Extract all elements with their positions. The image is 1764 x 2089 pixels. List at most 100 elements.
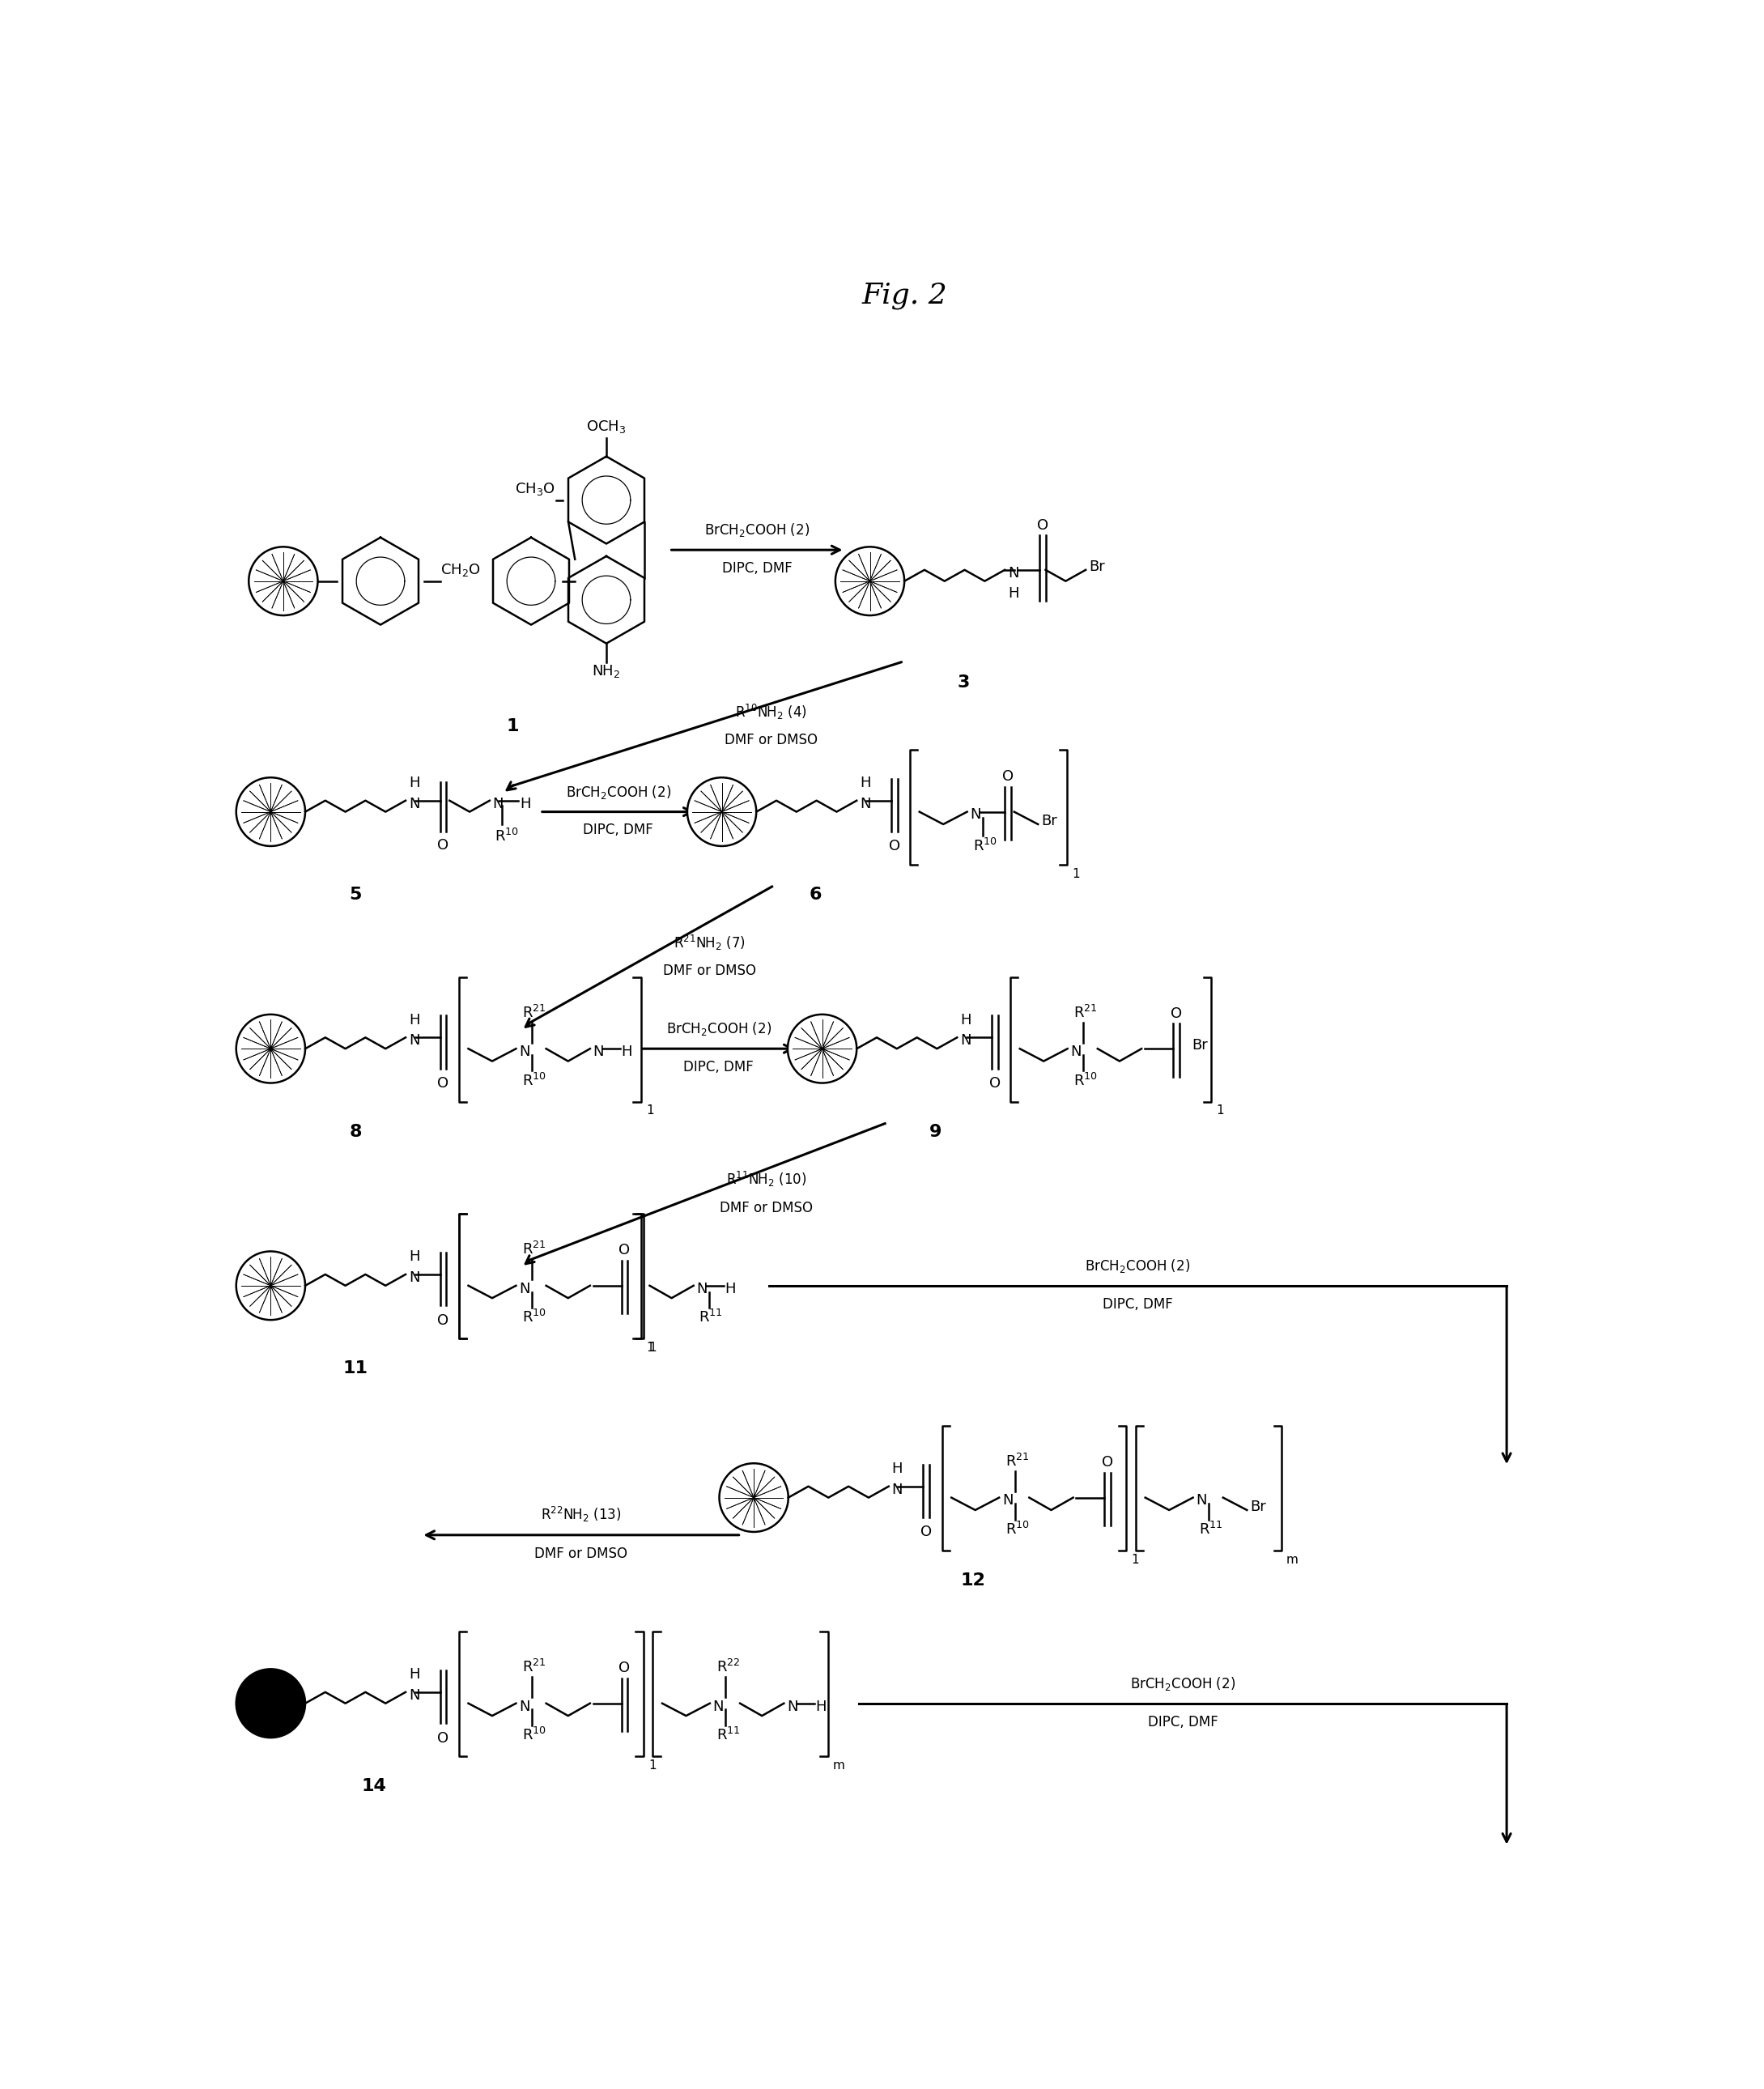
Text: Br: Br <box>1088 560 1104 574</box>
Text: O: O <box>437 1314 450 1329</box>
Text: R$^{11}$NH$_2$ (10): R$^{11}$NH$_2$ (10) <box>725 1170 806 1189</box>
Text: m: m <box>1286 1554 1298 1567</box>
Text: N: N <box>409 1034 420 1049</box>
Text: m: m <box>833 1759 845 1771</box>
Text: DIPC, DMF: DIPC, DMF <box>721 562 792 577</box>
Text: N: N <box>519 1281 529 1295</box>
Text: DIPC, DMF: DIPC, DMF <box>584 823 653 838</box>
Text: R$^{21}$: R$^{21}$ <box>1005 1454 1030 1469</box>
Text: BrCH$_2$COOH (2): BrCH$_2$COOH (2) <box>1085 1258 1191 1274</box>
Text: N: N <box>1071 1044 1081 1059</box>
Text: DMF or DMSO: DMF or DMSO <box>720 1201 813 1216</box>
Text: DIPC, DMF: DIPC, DMF <box>1148 1715 1219 1730</box>
Text: O: O <box>1002 769 1014 783</box>
Text: N: N <box>859 796 871 811</box>
Text: BrCH$_2$COOH (2): BrCH$_2$COOH (2) <box>704 522 810 539</box>
Text: 1: 1 <box>1073 867 1080 879</box>
Text: N: N <box>409 1688 420 1703</box>
Text: R$^{21}$: R$^{21}$ <box>522 1005 547 1022</box>
Text: R$^{21}$NH$_2$ (7): R$^{21}$NH$_2$ (7) <box>674 934 746 953</box>
Text: H: H <box>621 1044 632 1059</box>
Text: N: N <box>1002 1494 1013 1508</box>
Text: R$^{21}$: R$^{21}$ <box>522 1659 547 1675</box>
Text: N: N <box>519 1698 529 1713</box>
Text: 1: 1 <box>1131 1554 1140 1567</box>
Text: R$^{11}$: R$^{11}$ <box>699 1310 723 1327</box>
Text: O: O <box>1037 518 1048 533</box>
Text: 9: 9 <box>930 1124 942 1141</box>
Circle shape <box>236 1015 305 1082</box>
Text: N: N <box>1196 1494 1207 1508</box>
Text: O: O <box>990 1076 1000 1090</box>
Text: R$^{22}$: R$^{22}$ <box>716 1659 739 1675</box>
Text: CH$_3$O: CH$_3$O <box>515 480 556 497</box>
Text: N: N <box>713 1698 723 1713</box>
Text: N: N <box>787 1698 797 1713</box>
Text: O: O <box>1170 1007 1182 1022</box>
Text: H: H <box>725 1281 736 1295</box>
Text: H: H <box>520 796 531 811</box>
Text: H: H <box>960 1013 972 1028</box>
Text: Fig. 2: Fig. 2 <box>861 282 947 309</box>
Text: 1: 1 <box>649 1759 656 1771</box>
Text: R$^{10}$: R$^{10}$ <box>522 1728 547 1744</box>
Text: R$^{10}$: R$^{10}$ <box>494 829 519 844</box>
Text: H: H <box>409 775 420 790</box>
Text: N: N <box>697 1281 707 1295</box>
Text: BrCH$_2$COOH (2): BrCH$_2$COOH (2) <box>667 1022 771 1038</box>
Circle shape <box>249 547 318 616</box>
Text: 8: 8 <box>349 1124 362 1141</box>
Text: O: O <box>1102 1454 1113 1469</box>
Text: N: N <box>409 1270 420 1285</box>
Text: 14: 14 <box>362 1778 386 1794</box>
Circle shape <box>688 777 757 846</box>
Text: R$^{10}$: R$^{10}$ <box>522 1072 547 1088</box>
Text: Br: Br <box>1251 1500 1267 1515</box>
Text: N: N <box>409 796 420 811</box>
Text: NH$_2$: NH$_2$ <box>593 664 621 679</box>
Text: O: O <box>619 1243 630 1258</box>
Text: CH$_2$O: CH$_2$O <box>439 562 480 579</box>
Text: O: O <box>437 838 450 852</box>
Text: DIPC, DMF: DIPC, DMF <box>683 1059 753 1074</box>
Text: R$^{21}$: R$^{21}$ <box>1074 1005 1097 1022</box>
Text: 1: 1 <box>506 719 519 735</box>
Text: R$^{11}$: R$^{11}$ <box>1200 1521 1222 1538</box>
Text: R$^{10}$NH$_2$ (4): R$^{10}$NH$_2$ (4) <box>736 702 806 721</box>
Text: N: N <box>970 808 981 823</box>
Text: 12: 12 <box>961 1573 986 1588</box>
Text: H: H <box>1007 587 1020 602</box>
Text: O: O <box>437 1732 450 1744</box>
Text: 1: 1 <box>649 1341 656 1354</box>
Text: H: H <box>815 1698 826 1713</box>
Circle shape <box>789 1015 857 1082</box>
Text: Br: Br <box>1192 1038 1208 1053</box>
Text: R$^{10}$: R$^{10}$ <box>1074 1072 1097 1088</box>
Text: 11: 11 <box>342 1360 369 1377</box>
Text: R$^{11}$: R$^{11}$ <box>716 1728 741 1744</box>
Text: H: H <box>409 1667 420 1682</box>
Text: N: N <box>519 1044 529 1059</box>
Text: 1: 1 <box>1215 1105 1224 1118</box>
Text: Br: Br <box>1041 815 1057 829</box>
Text: 6: 6 <box>810 886 822 902</box>
Text: 1: 1 <box>646 1105 654 1118</box>
Text: N: N <box>893 1483 903 1498</box>
Text: N: N <box>593 1044 603 1059</box>
Text: R$^{10}$: R$^{10}$ <box>522 1310 547 1327</box>
Circle shape <box>236 1251 305 1320</box>
Text: DIPC, DMF: DIPC, DMF <box>1102 1297 1173 1312</box>
Circle shape <box>236 1669 305 1738</box>
Text: R$^{21}$: R$^{21}$ <box>522 1241 547 1258</box>
Text: R$^{22}$NH$_2$ (13): R$^{22}$NH$_2$ (13) <box>542 1504 621 1523</box>
Circle shape <box>836 547 905 616</box>
Text: N: N <box>960 1034 972 1049</box>
Text: BrCH$_2$COOH (2): BrCH$_2$COOH (2) <box>1131 1675 1235 1692</box>
Text: 5: 5 <box>349 886 362 902</box>
Circle shape <box>720 1462 789 1531</box>
Text: DMF or DMSO: DMF or DMSO <box>663 963 757 978</box>
Text: 3: 3 <box>958 675 970 691</box>
Text: O: O <box>921 1525 931 1540</box>
Text: DMF or DMSO: DMF or DMSO <box>725 733 817 748</box>
Text: O: O <box>619 1661 630 1675</box>
